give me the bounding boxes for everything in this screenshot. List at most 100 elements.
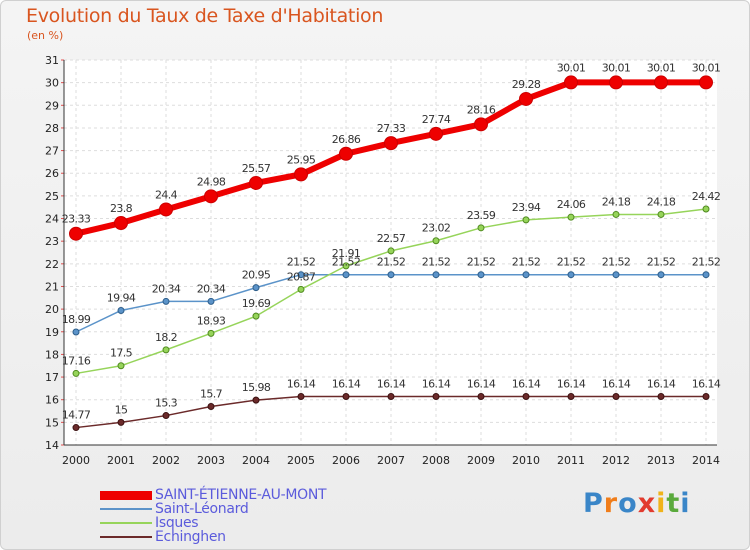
data-label: 24.06	[557, 198, 586, 211]
y-tick-label: 25	[45, 190, 59, 203]
data-point	[162, 346, 170, 354]
data-point	[657, 271, 665, 279]
y-tick-label: 27	[45, 145, 59, 158]
data-point	[657, 210, 665, 218]
data-label: 15.98	[242, 381, 271, 394]
data-point	[654, 75, 668, 90]
data-point	[522, 216, 530, 224]
data-label: 30.01	[647, 61, 676, 74]
data-point	[609, 75, 623, 90]
legend-swatch	[100, 522, 152, 524]
data-point	[702, 393, 710, 401]
legend-item-saint-leonard: Saint-Léonard	[100, 501, 249, 517]
y-tick-label: 24	[45, 213, 59, 226]
data-point	[207, 329, 215, 337]
data-label: 16.14	[377, 378, 406, 391]
data-point	[69, 226, 83, 241]
data-label: 23.02	[422, 222, 451, 235]
data-point	[567, 213, 575, 221]
data-label: 15	[115, 403, 128, 416]
data-label: 21.52	[602, 256, 631, 269]
data-label: 18.2	[155, 331, 177, 344]
data-label: 24.18	[602, 195, 631, 208]
data-point	[252, 396, 260, 404]
data-label: 14.77	[62, 409, 91, 422]
data-point	[162, 412, 170, 420]
data-label: 21.52	[512, 256, 541, 269]
data-point	[387, 271, 395, 279]
data-label: 20.34	[152, 282, 181, 295]
legend-item-echinghen: Echinghen	[100, 530, 226, 544]
data-label: 21.52	[332, 256, 361, 269]
data-label: 15.3	[155, 397, 178, 410]
data-label: 23.94	[512, 201, 541, 214]
legend-label: Isques	[155, 515, 199, 531]
logo-letter: t	[666, 488, 681, 519]
data-point	[477, 271, 485, 279]
data-label: 24.98	[197, 175, 226, 188]
data-label: 17.16	[62, 354, 91, 367]
data-label: 16.14	[647, 378, 676, 391]
data-point	[297, 393, 305, 401]
y-tick-label: 16	[45, 394, 59, 407]
legend-label: Saint-Léonard	[155, 501, 249, 517]
data-label: 16.14	[557, 378, 586, 391]
legend-label: SAINT-ÉTIENNE-AU-MONT	[155, 487, 327, 503]
y-tick-label: 26	[45, 167, 59, 180]
data-point	[207, 403, 215, 410]
chart-subtitle: (en %)	[27, 29, 64, 42]
data-point	[429, 126, 443, 141]
logo-letter: i	[656, 488, 667, 519]
legend-swatch	[100, 536, 152, 538]
data-point	[117, 418, 125, 426]
data-label: 21.52	[557, 256, 586, 269]
data-point	[117, 306, 125, 314]
data-point	[297, 271, 305, 279]
x-tick-label: 2001	[107, 454, 135, 467]
chart-title: Evolution du Taux de Taxe d'Habitation	[26, 5, 384, 27]
data-point	[432, 393, 440, 401]
data-point	[72, 328, 80, 336]
data-label: 25.95	[287, 153, 316, 166]
data-point	[522, 393, 530, 401]
legend-item-isques: Isques	[100, 515, 199, 531]
data-point	[297, 285, 305, 293]
data-point	[519, 91, 533, 106]
data-point	[252, 312, 260, 320]
data-point	[432, 271, 440, 279]
data-point	[342, 262, 350, 270]
y-tick-label: 20	[45, 303, 59, 316]
data-label: 22.57	[377, 232, 406, 245]
data-label: 25.57	[242, 162, 271, 175]
data-label: 30.01	[692, 61, 721, 74]
y-tick-label: 29	[45, 99, 59, 112]
y-tick-label: 19	[45, 326, 59, 339]
axes: 14 15 16 17 18 19 20 21 22 23 24 25 26 27 28 29 30 31 2000…	[45, 54, 720, 467]
data-label: 24.18	[647, 195, 676, 208]
data-label: 15.7	[200, 388, 223, 401]
data-label: 16.14	[467, 378, 496, 391]
x-tick-label: 2013	[647, 454, 675, 467]
data-point	[612, 210, 620, 218]
data-point	[252, 284, 260, 292]
data-label: 16.14	[602, 378, 631, 391]
y-tick-label: 23	[45, 235, 59, 248]
data-point	[522, 271, 530, 279]
data-point	[567, 393, 575, 401]
data-label: 16.14	[692, 378, 721, 391]
data-label: 27.33	[377, 122, 406, 135]
x-tick-label: 2008	[422, 454, 450, 467]
data-point	[612, 393, 620, 401]
data-label: 23.33	[62, 213, 91, 226]
data-label: 19.94	[107, 291, 136, 304]
data-label: 16.14	[332, 378, 361, 391]
x-tick-label: 2004	[242, 454, 270, 467]
data-point	[114, 216, 128, 231]
data-point	[159, 202, 173, 217]
data-label: 20.34	[197, 282, 226, 295]
data-label: 24.4	[155, 188, 178, 201]
data-label: 21.52	[377, 256, 406, 269]
legend-label: Echinghen	[155, 529, 226, 545]
data-label: 18.93	[197, 314, 226, 327]
